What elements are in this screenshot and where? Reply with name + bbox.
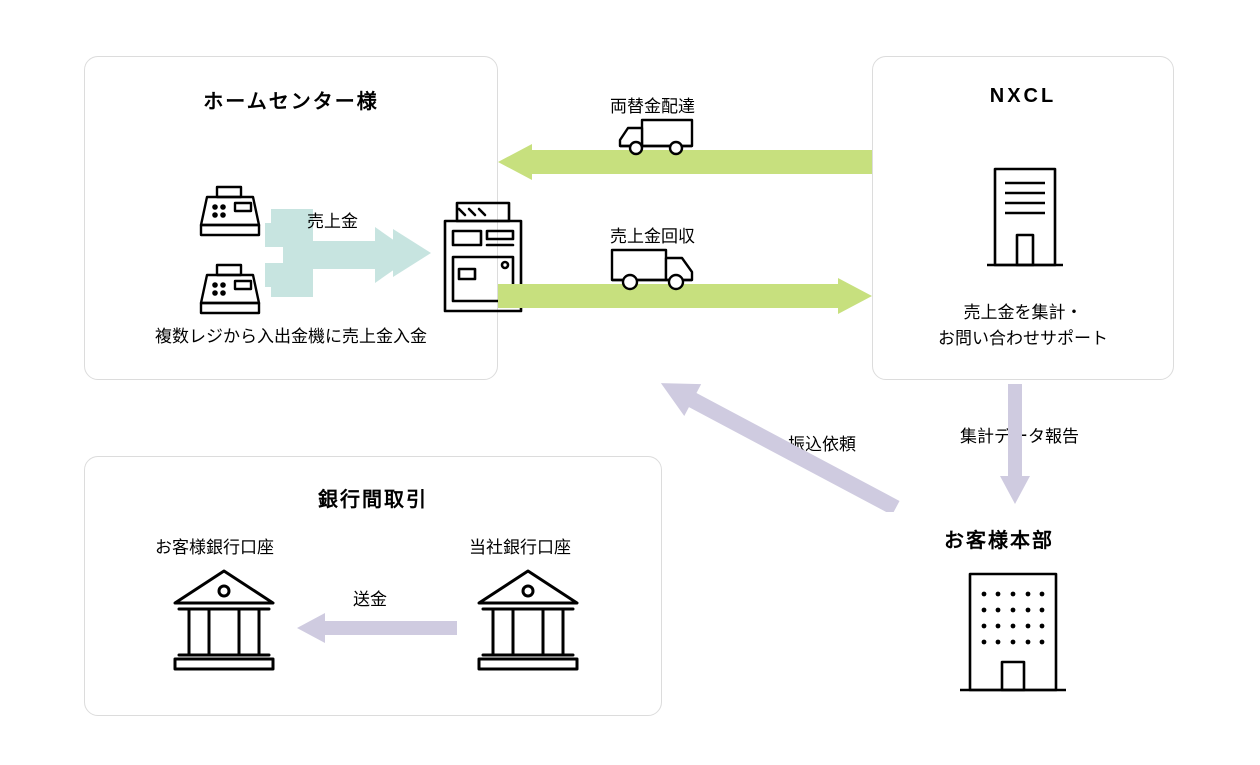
bank-box: 銀行間取引 お客様銀行口座 当社銀行口座 <box>84 456 662 716</box>
truck-right-icon <box>608 246 698 294</box>
truck-left-icon <box>618 116 696 158</box>
internal-sales-label: 売上金 <box>307 207 358 232</box>
nxcl-subtext-2: お問い合わせサポート <box>873 324 1173 349</box>
diagram-canvas: ホームセンター様 売上金 <box>0 0 1260 765</box>
hq-building-icon <box>958 568 1068 698</box>
bank-title: 銀行間取引 <box>85 483 661 512</box>
nxcl-box: NXCL 売上金を集計・ お問い合わせサポート <box>872 56 1174 380</box>
register-icon <box>197 263 263 317</box>
delivery-arrow-label: 両替金配達 <box>610 92 695 117</box>
home-center-box: ホームセンター様 売上金 <box>84 56 498 380</box>
remittance-label: 送金 <box>353 585 387 610</box>
customer-hq-title: お客様本部 <box>944 524 1054 553</box>
home-center-subtext: 複数レジから入出金機に売上金入金 <box>85 322 497 347</box>
nxcl-title: NXCL <box>873 85 1173 108</box>
bank-icon <box>169 565 279 675</box>
register-icon <box>197 185 263 239</box>
remittance-arrow <box>297 613 457 643</box>
collection-arrow-label: 売上金回収 <box>610 222 695 247</box>
home-center-title: ホームセンター様 <box>85 85 497 114</box>
company-bank-label: 当社銀行口座 <box>469 533 571 558</box>
report-arrow <box>1000 384 1030 504</box>
customer-bank-label: お客様銀行口座 <box>155 533 274 558</box>
nxcl-subtext-1: 売上金を集計・ <box>873 298 1173 323</box>
bank-icon <box>473 565 583 675</box>
office-building-icon <box>985 163 1065 273</box>
transfer-request-arrow <box>656 382 906 512</box>
